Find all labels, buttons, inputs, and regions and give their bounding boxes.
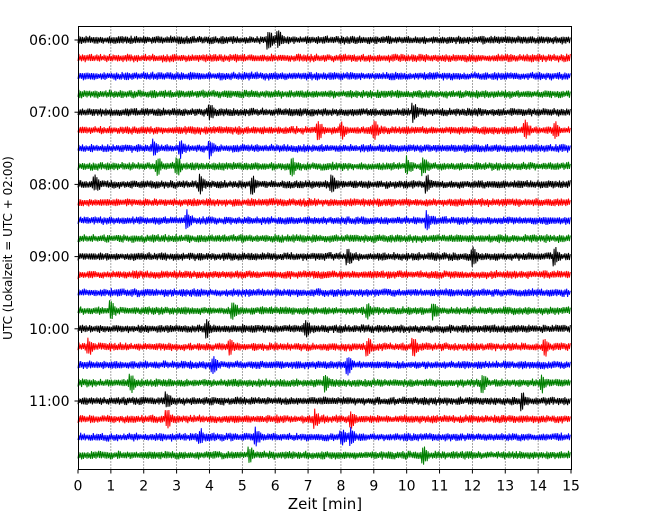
trace-0630 xyxy=(77,71,571,81)
y-tick-label-0900: 09:00 xyxy=(29,250,69,266)
x-tick-label-6: 6 xyxy=(271,479,280,495)
trace-1145 xyxy=(77,446,571,465)
x-tick-label-13: 13 xyxy=(496,479,514,495)
vertical-gridlines xyxy=(110,26,539,470)
trace-0600 xyxy=(77,30,571,50)
trace-1000 xyxy=(77,319,571,339)
x-axis-label: Zeit [min] xyxy=(288,495,362,513)
y-tick-label-0700: 07:00 xyxy=(29,105,69,121)
trace-1130 xyxy=(77,426,571,447)
x-tick-label-7: 7 xyxy=(304,479,313,495)
trace-lines xyxy=(77,30,571,465)
trace-1045 xyxy=(77,373,571,394)
trace-1030 xyxy=(77,356,571,376)
trace-0800 xyxy=(77,173,571,195)
x-axis-ticks: 0 1 2 3 4 5 6 7 8 9 10 11 12 13 14 15 xyxy=(74,469,580,495)
x-tick-label-9: 9 xyxy=(369,479,378,495)
x-tick-label-12: 12 xyxy=(463,479,481,495)
trace-0745 xyxy=(77,155,571,177)
trace-0845 xyxy=(77,233,571,244)
trace-0915 xyxy=(77,270,571,280)
trace-0930 xyxy=(77,288,571,298)
x-tick-label-1: 1 xyxy=(106,479,115,495)
x-tick-label-2: 2 xyxy=(139,479,148,495)
y-tick-label-0800: 08:00 xyxy=(29,177,69,193)
trace-0730 xyxy=(77,138,571,159)
x-tick-label-5: 5 xyxy=(238,479,247,495)
trace-0815 xyxy=(77,197,571,208)
y-axis-label: UTC (Lokalzeit = UTC + 02:00) xyxy=(1,156,15,340)
x-tick-label-14: 14 xyxy=(529,479,547,495)
trace-1100 xyxy=(77,391,571,412)
trace-0900 xyxy=(77,246,571,267)
y-axis-ticks: 06:00 07:00 08:00 09:00 10:00 11:00 xyxy=(29,33,79,410)
trace-0700 xyxy=(77,102,571,123)
x-tick-label-11: 11 xyxy=(431,479,449,495)
trace-0615 xyxy=(77,53,571,63)
trace-0645 xyxy=(77,89,571,99)
y-tick-label-1100: 11:00 xyxy=(29,394,69,410)
trace-0715 xyxy=(77,119,571,141)
y-tick-label-1000: 10:00 xyxy=(29,322,69,338)
trace-1015 xyxy=(77,337,571,357)
trace-0945 xyxy=(77,300,571,321)
trace-1115 xyxy=(77,408,571,429)
plot-frame xyxy=(78,26,572,470)
x-tick-label-4: 4 xyxy=(205,479,214,495)
trace-0830 xyxy=(77,209,571,231)
x-tick-label-0: 0 xyxy=(74,479,83,495)
x-tick-label-15: 15 xyxy=(562,479,580,495)
x-tick-label-3: 3 xyxy=(172,479,181,495)
x-tick-label-10: 10 xyxy=(398,479,416,495)
y-tick-label-0600: 06:00 xyxy=(29,33,69,49)
x-tick-label-8: 8 xyxy=(336,479,345,495)
